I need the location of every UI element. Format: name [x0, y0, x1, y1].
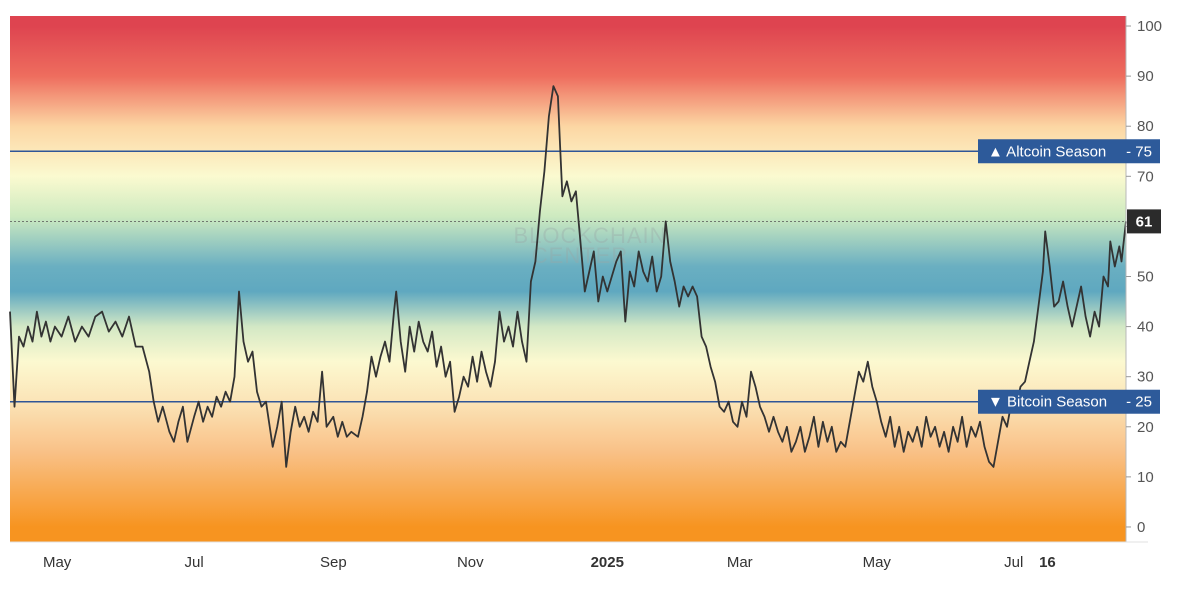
y-tick-label: 70 — [1137, 168, 1154, 185]
x-axis: May Jul Sep Nov 2025 Mar May Jul 16 — [43, 554, 1056, 571]
y-tick-label: 10 — [1137, 469, 1154, 486]
y-tick-label: 50 — [1137, 268, 1154, 285]
y-tick-label: 80 — [1137, 118, 1154, 135]
series-line — [9, 85, 1127, 468]
y-tick-label: 90 — [1137, 68, 1154, 85]
watermark: BLOCKCHAIN CENTER — [513, 223, 665, 268]
y-axis: 0102030405060708090100 — [1126, 18, 1162, 536]
current-value-label: 61 — [1136, 213, 1153, 230]
watermark-line-2: CENTER — [532, 243, 628, 268]
reference-flag-value: - 25 — [1126, 394, 1152, 411]
x-tick-label: Mar — [727, 554, 753, 571]
y-tick-label: 40 — [1137, 319, 1154, 336]
reference-flag — [978, 139, 1160, 164]
y-tick-label: 30 — [1137, 369, 1154, 386]
x-tick-label: Sep — [320, 554, 347, 571]
reference-flag-label: ▲ Altcoin Season — [988, 143, 1106, 160]
x-tick-label: 2025 — [591, 554, 624, 571]
reference-flag-label: ▼ Bitcoin Season — [988, 394, 1107, 411]
x-tick-label: May — [863, 554, 892, 571]
x-tick-label: Nov — [457, 554, 484, 571]
reference-flag — [978, 389, 1160, 414]
y-tick-label: 20 — [1137, 419, 1154, 436]
reference-lines — [10, 150, 1126, 403]
x-tick-label: Jul — [185, 554, 204, 571]
x-tick-label: 16 — [1039, 554, 1056, 571]
current-value-flag — [1127, 209, 1161, 234]
y-tick-label: 0 — [1137, 519, 1145, 536]
x-tick-label: May — [43, 554, 72, 571]
x-tick-label: Jul — [1004, 554, 1023, 571]
y-tick-label: 100 — [1137, 18, 1162, 35]
axis-flags: ▲ Altcoin Season - 75 ▼ Bitcoin Season - 25… — [978, 139, 1161, 414]
reference-flag-value: - 75 — [1126, 143, 1152, 160]
plot-background — [10, 16, 1126, 542]
